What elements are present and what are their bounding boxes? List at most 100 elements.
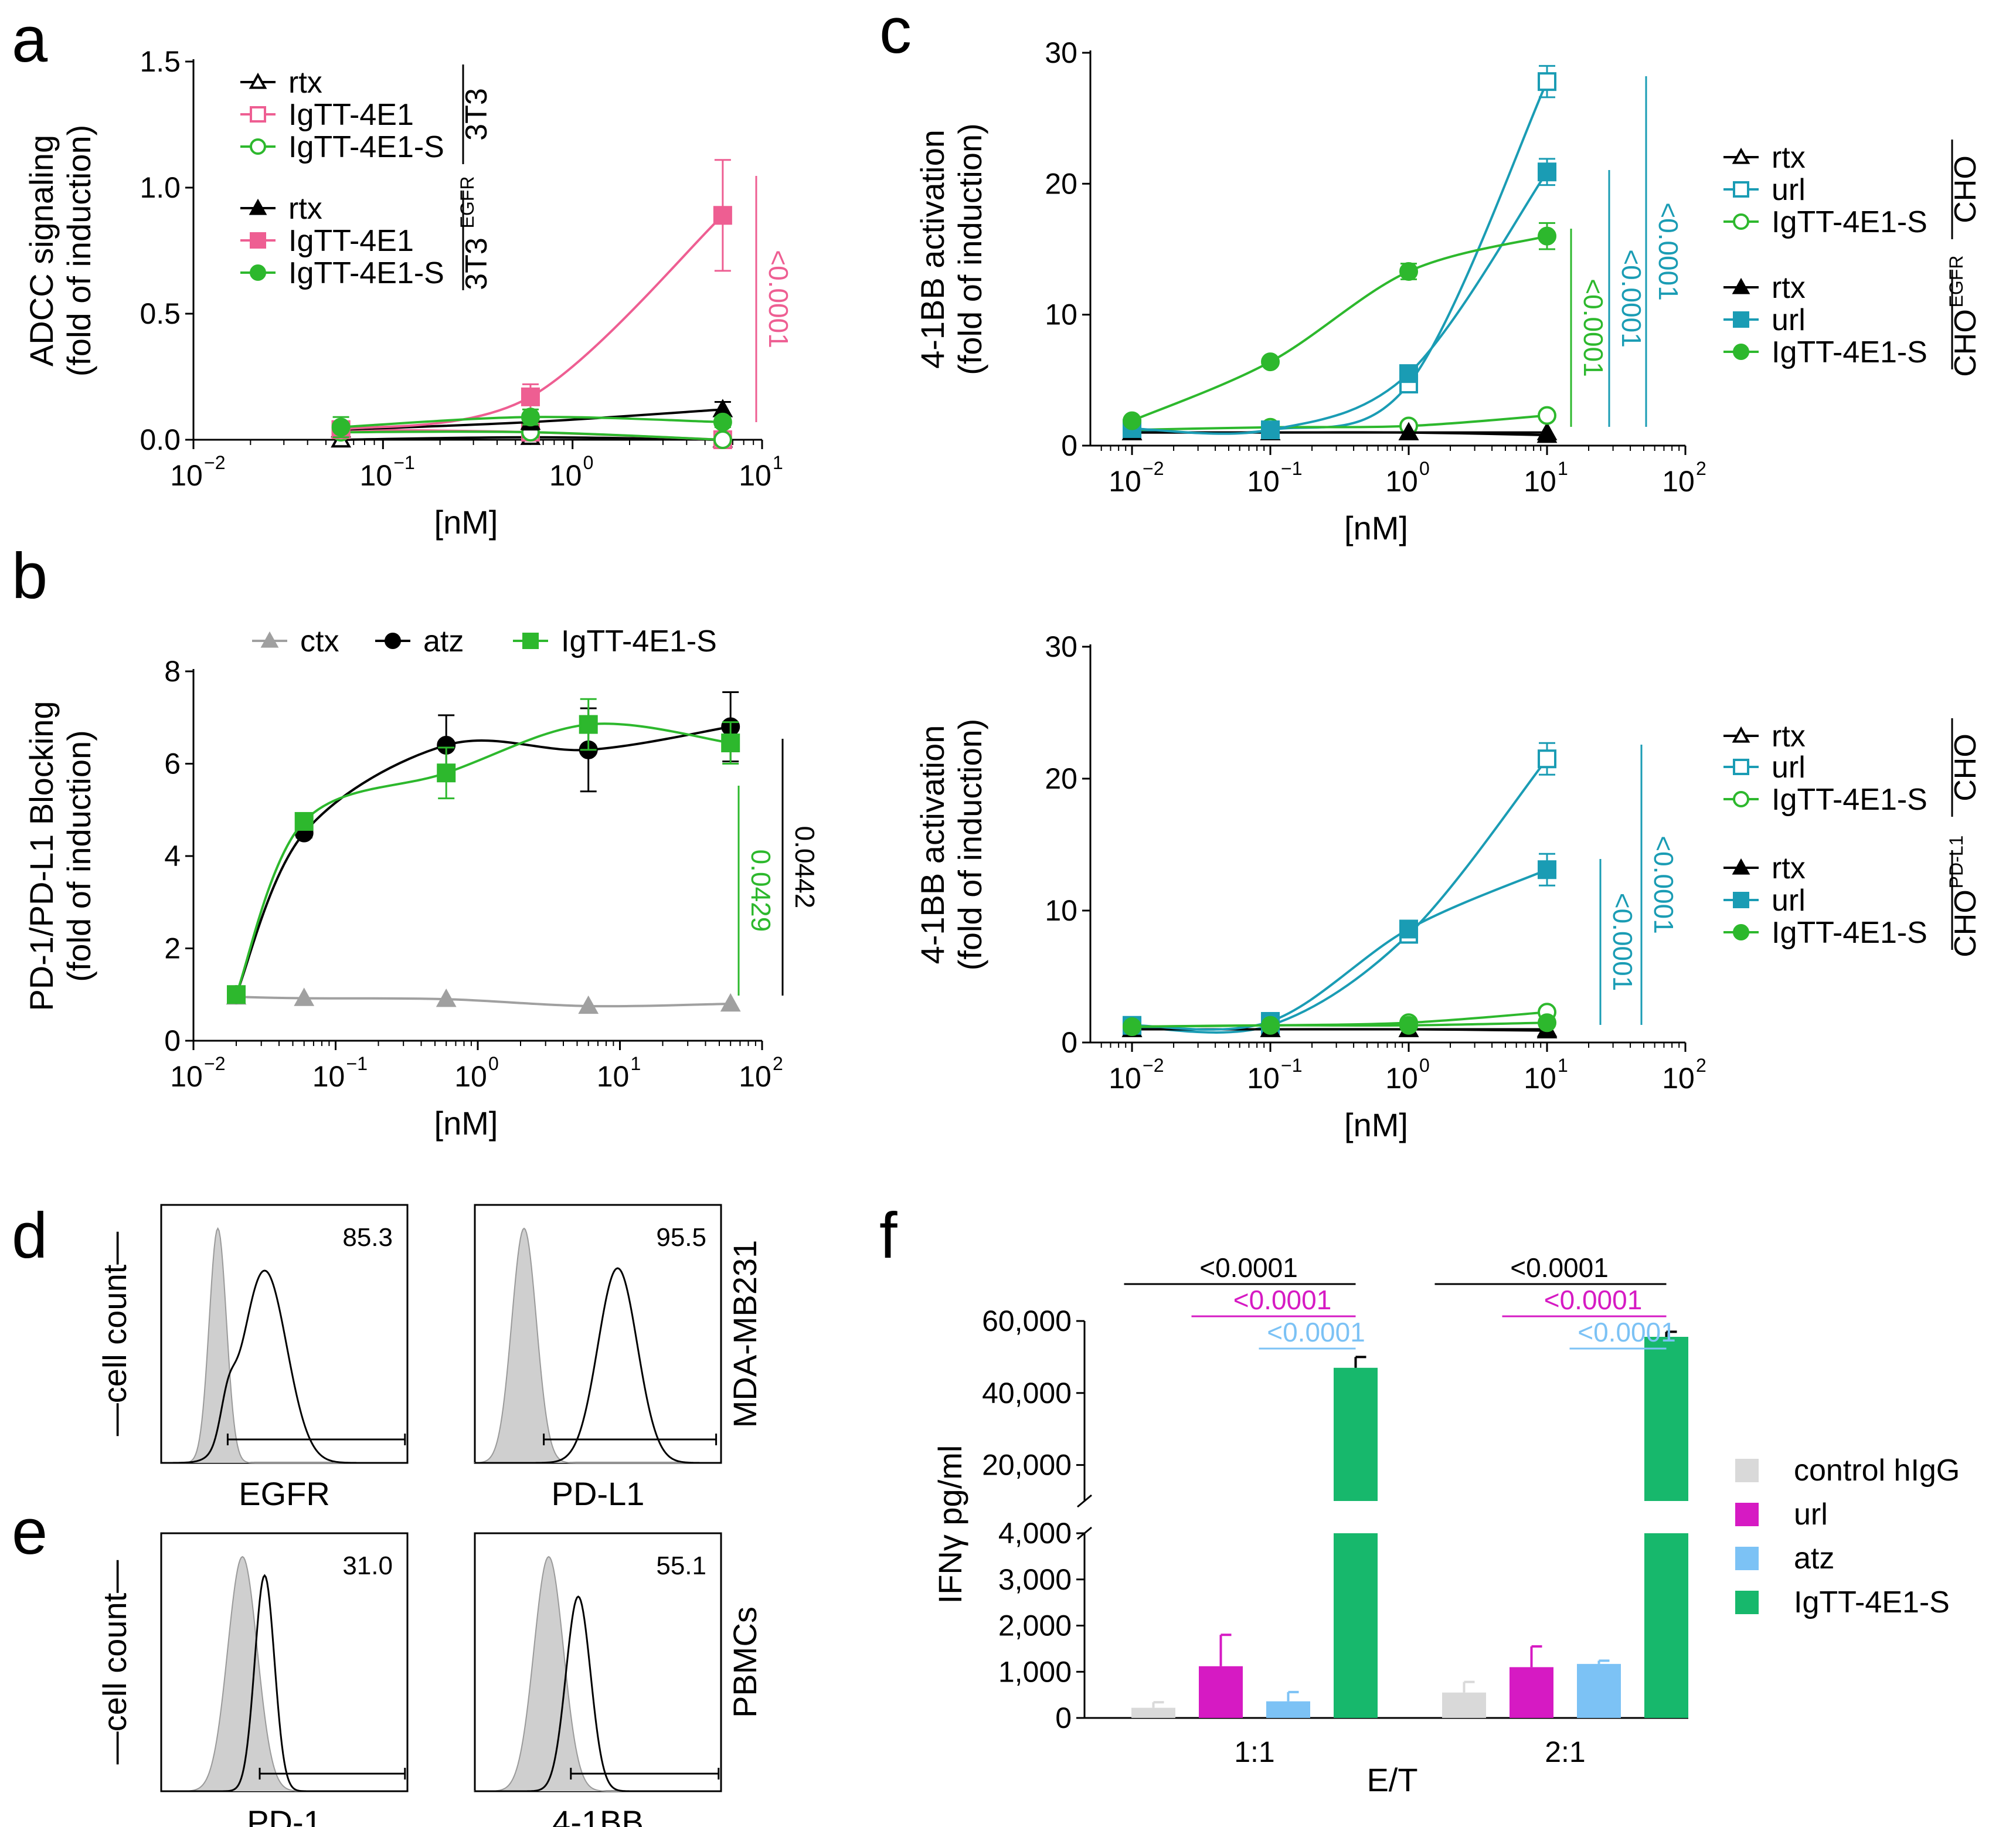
legend-IgTT-4E1-S-marker bbox=[1733, 213, 1749, 230]
p-value-label: 0.0429 bbox=[746, 850, 776, 932]
legend-url-marker bbox=[1733, 181, 1749, 198]
legend-label: IgTT-4E1-S bbox=[561, 624, 717, 658]
y-tick-label: 0.0 bbox=[140, 423, 181, 456]
histogram-marker-label: PD-1 bbox=[247, 1804, 322, 1827]
data-point-IgTT-4E1-S bbox=[1399, 1016, 1419, 1035]
y-tick-label: 20 bbox=[1045, 167, 1077, 200]
bar-IgTT-4E1-S-lower bbox=[1334, 1533, 1378, 1718]
gate-percentage: 55.1 bbox=[656, 1551, 706, 1580]
histograms-d-e: 85.3 EGFR 95.5 PD-L1 31.0 PD-1 55.1 4-1BB —cell … bbox=[96, 1204, 763, 1827]
legend-IgTT-4E1-S-marker bbox=[1733, 924, 1749, 940]
data-point-IgTT-4E1-S bbox=[437, 763, 456, 783]
data-point-IgTT-4E1-S bbox=[579, 715, 598, 734]
x-tick-label-exp: −1 bbox=[393, 452, 414, 473]
sample-label: PBMCs bbox=[726, 1607, 763, 1718]
x-axis-label: [nM] bbox=[1344, 1106, 1408, 1143]
data-point-ctx bbox=[436, 989, 457, 1007]
x-tick-label-exp: −2 bbox=[1143, 1055, 1164, 1076]
series-line-url bbox=[1132, 171, 1548, 435]
x-tick-label-exp: −1 bbox=[1281, 458, 1302, 479]
legend-rtx-marker bbox=[1732, 147, 1750, 164]
x-tick-label-exp: −2 bbox=[1143, 458, 1164, 479]
panel-label-e: e bbox=[12, 1496, 47, 1568]
legend-label: rtx bbox=[1772, 719, 1806, 753]
legend-group-label: 3T3 bbox=[460, 88, 494, 141]
data-point-IgTT-4E1-S bbox=[713, 412, 732, 432]
legend-label: ctx bbox=[300, 624, 339, 658]
y-tick-label: 30 bbox=[1045, 630, 1077, 663]
legend-rtx-marker bbox=[249, 72, 267, 89]
histogram-sample bbox=[475, 1267, 721, 1464]
p-value-label: 0.0442 bbox=[790, 826, 820, 909]
legend-group-label: CHO bbox=[1949, 155, 1983, 223]
y-tick-label: 0 bbox=[1061, 429, 1077, 462]
histogram-marker-label: PD-L1 bbox=[552, 1475, 645, 1512]
x-tick-label-base: 10 bbox=[360, 459, 393, 492]
histogram-control bbox=[474, 1227, 721, 1463]
data-point-url bbox=[1538, 749, 1557, 769]
legend-rtx-marker bbox=[1732, 726, 1750, 743]
legend-group-label: 3T3 bbox=[460, 237, 494, 290]
x-category-label: 1:1 bbox=[1234, 1736, 1275, 1768]
p-value-label: <0.0001 bbox=[1607, 893, 1638, 991]
data-point-IgTT-4E1 bbox=[521, 387, 540, 406]
y-tick-label: 0.5 bbox=[140, 297, 181, 330]
x-tick-label-base: 10 bbox=[170, 459, 203, 492]
legend-label: rtx bbox=[1772, 141, 1806, 175]
p-value-label: <0.0001 bbox=[1616, 249, 1647, 348]
histogram-marker-label: EGFR bbox=[239, 1475, 330, 1512]
legend-label: atz bbox=[423, 624, 464, 658]
legend-swatch-IgTT-4E1-S bbox=[1735, 1591, 1759, 1614]
x-axis-label: E/T bbox=[1366, 1761, 1417, 1798]
data-point-url bbox=[1261, 420, 1280, 440]
series-line-url bbox=[1132, 81, 1548, 434]
y-tick-label: 0 bbox=[1061, 1026, 1077, 1059]
legend-label: IgTT-4E1-S bbox=[1772, 335, 1927, 369]
x-axis-label: [nM] bbox=[1344, 510, 1408, 546]
gate-percentage: 95.5 bbox=[656, 1223, 706, 1252]
x-tick-label-base: 10 bbox=[739, 1060, 771, 1093]
data-point-ctx bbox=[578, 995, 599, 1014]
data-point-IgTT-4E1 bbox=[713, 206, 732, 225]
y-tick-label: 3,000 bbox=[998, 1563, 1072, 1596]
x-tick-label-base: 10 bbox=[1662, 1062, 1695, 1095]
legend-swatch-control hIgG bbox=[1735, 1459, 1759, 1482]
bar-control hIgG bbox=[1131, 1707, 1175, 1718]
x-tick-label-base: 10 bbox=[1247, 465, 1280, 498]
legend-label: rtx bbox=[1772, 851, 1806, 885]
p-value-label: <0.0001 bbox=[1653, 202, 1684, 301]
bar-IgTT-4E1-S-lower bbox=[1644, 1533, 1688, 1718]
legend-url-marker bbox=[1733, 311, 1749, 328]
legend-group-superscript: EGFR bbox=[1946, 256, 1967, 308]
legend-ctx-marker bbox=[260, 631, 279, 648]
histogram-sample bbox=[160, 1269, 407, 1464]
y-tick-label: 1,000 bbox=[998, 1655, 1072, 1688]
legend-IgTT-4E1-S-marker bbox=[522, 633, 539, 649]
legend-label: url bbox=[1794, 1497, 1828, 1531]
legend-label: url bbox=[1772, 884, 1806, 918]
data-point-IgTT-4E1-S bbox=[1123, 411, 1142, 430]
x-tick-label-exp: 1 bbox=[1558, 458, 1568, 479]
legend-label: rtx bbox=[1772, 271, 1806, 305]
y-tick-label: 0 bbox=[1055, 1702, 1072, 1734]
gate-percentage: 85.3 bbox=[342, 1223, 393, 1252]
panel-label-a: a bbox=[12, 4, 48, 76]
data-point-url bbox=[1538, 72, 1557, 91]
legend-label: IgTT-4E1-S bbox=[1772, 205, 1927, 239]
x-tick-label-exp: −1 bbox=[1281, 1055, 1302, 1076]
x-tick-label-base: 10 bbox=[1385, 465, 1418, 498]
legend-label: atz bbox=[1794, 1541, 1834, 1575]
data-point-IgTT-4E1-S bbox=[713, 430, 732, 449]
bar-url bbox=[1199, 1666, 1243, 1718]
legend-label: IgTT-4E1 bbox=[288, 98, 414, 132]
legend-label: IgTT-4E1-S bbox=[1794, 1585, 1950, 1619]
bar-url bbox=[1510, 1667, 1553, 1718]
data-point-IgTT-4E1-S bbox=[1261, 352, 1280, 372]
p-value-label: <0.0001 bbox=[1199, 1252, 1298, 1283]
p-value-label: <0.0001 bbox=[1510, 1252, 1609, 1283]
x-tick-label-base: 10 bbox=[1109, 465, 1141, 498]
legend-label: rtx bbox=[288, 66, 322, 100]
y-tick-label: 1.5 bbox=[140, 45, 181, 78]
